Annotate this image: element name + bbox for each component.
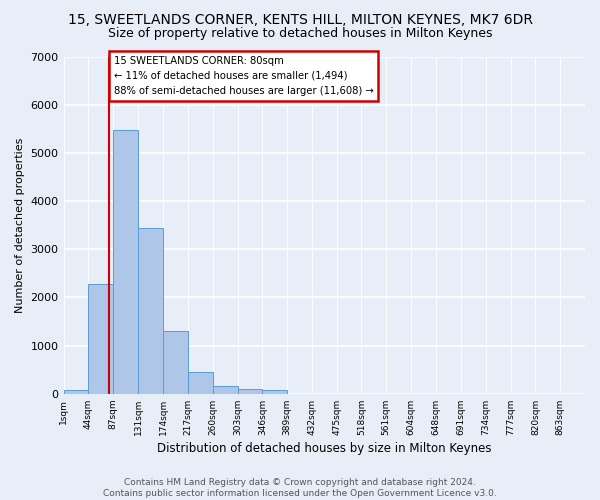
Bar (139, 228, 163, 394)
Bar (163, 330, 188, 394)
Bar (113, 130, 139, 394)
Y-axis label: Number of detached properties: Number of detached properties (15, 138, 25, 313)
Bar (262, 390, 287, 394)
Text: Size of property relative to detached houses in Milton Keynes: Size of property relative to detached ho… (108, 28, 492, 40)
X-axis label: Distribution of detached houses by size in Milton Keynes: Distribution of detached houses by size … (157, 442, 491, 455)
Bar (88, 284, 113, 394)
Text: 15, SWEETLANDS CORNER, KENTS HILL, MILTON KEYNES, MK7 6DR: 15, SWEETLANDS CORNER, KENTS HILL, MILTO… (67, 12, 533, 26)
Bar (64, 390, 88, 394)
Text: Contains HM Land Registry data © Crown copyright and database right 2024.
Contai: Contains HM Land Registry data © Crown c… (103, 478, 497, 498)
Text: 15 SWEETLANDS CORNER: 80sqm
← 11% of detached houses are smaller (1,494)
88% of : 15 SWEETLANDS CORNER: 80sqm ← 11% of det… (113, 56, 373, 96)
Bar (213, 386, 238, 394)
Bar (188, 372, 213, 394)
Bar (238, 390, 262, 394)
